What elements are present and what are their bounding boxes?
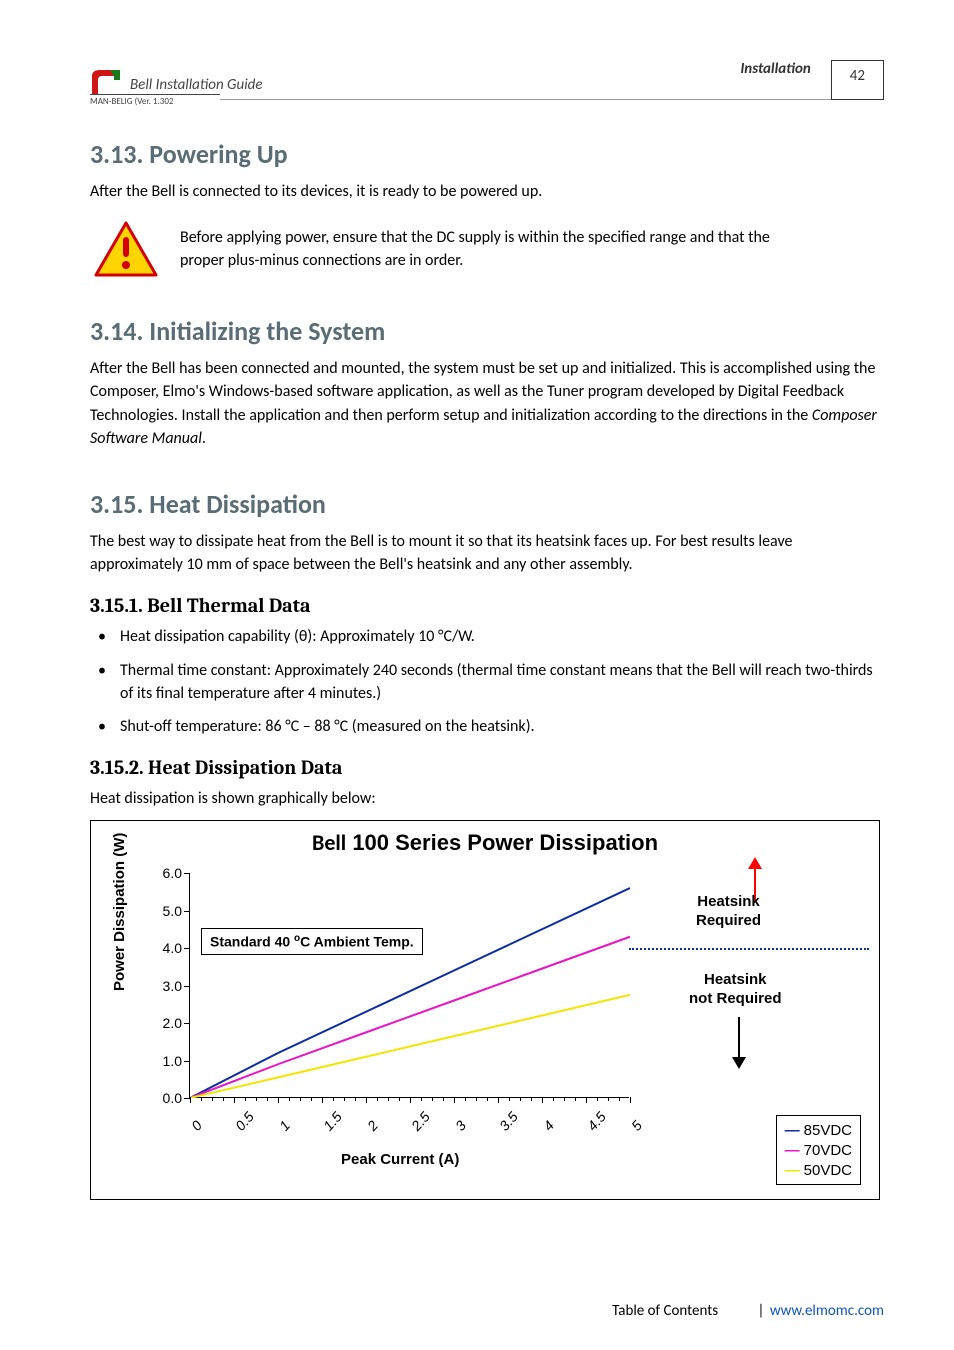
xtick-label: 1 xyxy=(276,1117,293,1134)
dotted-limit-line xyxy=(629,948,869,950)
legend-item: —50VDC xyxy=(785,1160,852,1180)
chart-legend: —85VDC—70VDC—50VDC xyxy=(776,1115,861,1185)
heading-3-15: 3.15. Heat Dissipation xyxy=(90,488,884,520)
ytick-label: 5.0 xyxy=(150,903,182,919)
warning-text: Before applying power, ensure that the D… xyxy=(180,226,780,272)
xtick-label: 2.5 xyxy=(408,1109,433,1134)
chart-xlabel: Peak Current (A) xyxy=(341,1151,459,1168)
list-item: Thermal time constant: Approximately 240… xyxy=(90,659,884,705)
legend-label: 70VDC xyxy=(804,1142,852,1159)
heading-3-14: 3.14. Initializing the System xyxy=(90,315,884,347)
xtick-label: 0 xyxy=(188,1117,205,1134)
ytick-label: 2.0 xyxy=(150,1015,182,1031)
series-85VDC xyxy=(190,888,630,1098)
section-label: Installation xyxy=(740,60,810,78)
heading-3-15-2: 3.15.2. Heat Dissipation Data xyxy=(90,756,884,779)
legend-swatch: — xyxy=(785,1142,800,1159)
footer-separator: | xyxy=(758,1302,765,1320)
legend-label: 85VDC xyxy=(804,1122,852,1139)
body-3-13: After the Bell is connected to its devic… xyxy=(90,180,884,203)
body-3-15-2: Heat dissipation is shown graphically be… xyxy=(90,787,884,810)
heatsink-required-label: Heatsink Required xyxy=(696,893,761,931)
page-number: 42 xyxy=(831,60,884,100)
legend-item: —85VDC xyxy=(785,1120,852,1140)
toc-link[interactable]: Table of Contents xyxy=(612,1302,718,1320)
page-footer: Table of Contents | www.elmomc.com xyxy=(612,1302,884,1320)
legend-item: —70VDC xyxy=(785,1140,852,1160)
guide-title: Bell Installation Guide xyxy=(130,76,263,94)
chart-lines xyxy=(190,873,630,1098)
series-70VDC xyxy=(190,937,630,1098)
xtick-label: 4.5 xyxy=(584,1109,609,1134)
chart-title: Bell 100 Series Power Dissipation xyxy=(91,821,879,856)
heading-3-13: 3.13. Powering Up xyxy=(90,138,884,170)
series-50VDC xyxy=(190,995,630,1098)
xtick-label: 2 xyxy=(364,1117,381,1134)
xtick-label: 0.5 xyxy=(232,1109,257,1134)
ytick-label: 3.0 xyxy=(150,978,182,994)
power-dissipation-chart: Bell 100 Series Power Dissipation Power … xyxy=(90,820,880,1200)
xtick-label: 5 xyxy=(628,1117,645,1134)
chart-ylabel: Power Dissipation (W) xyxy=(111,833,128,991)
heading-3-15-1: 3.15.1. Bell Thermal Data xyxy=(90,594,884,617)
ytick-label: 0.0 xyxy=(150,1090,182,1106)
heatsink-not-required-label: Heatsink not Required xyxy=(689,971,782,1009)
ytick-label: 1.0 xyxy=(150,1053,182,1069)
ytick-label: 6.0 xyxy=(150,865,182,881)
legend-swatch: — xyxy=(785,1122,800,1139)
body-3-15: The best way to dissipate heat from the … xyxy=(90,530,884,576)
body-3-14: After the Bell has been connected and mo… xyxy=(90,357,884,450)
thermal-bullets: Heat dissipation capability (θ): Approxi… xyxy=(90,625,884,738)
xtick-label: 4 xyxy=(540,1117,557,1134)
warning-block: Before applying power, ensure that the D… xyxy=(94,221,884,277)
ytick-label: 4.0 xyxy=(150,940,182,956)
legend-label: 50VDC xyxy=(804,1162,852,1179)
xtick-label: 1.5 xyxy=(320,1109,345,1134)
arrow-down-icon xyxy=(727,1017,751,1069)
website-link[interactable]: www.elmomc.com xyxy=(770,1302,884,1320)
xtick-label: 3 xyxy=(452,1117,469,1134)
elmo-logo xyxy=(90,68,124,96)
warning-icon xyxy=(94,221,158,277)
list-item: Heat dissipation capability (θ): Approxi… xyxy=(90,625,884,648)
plot-area: 0.01.02.03.04.05.06.000.511.522.533.544.… xyxy=(189,873,629,1098)
xtick-label: 3.5 xyxy=(496,1109,521,1134)
header: Bell Installation Guide Installation 42 … xyxy=(90,60,884,100)
legend-swatch: — xyxy=(785,1162,800,1179)
list-item: Shut-off temperature: 86 °C – 88 °C (mea… xyxy=(90,715,884,738)
ambient-temp-label: Standard 40 oC Ambient Temp. xyxy=(201,928,423,955)
